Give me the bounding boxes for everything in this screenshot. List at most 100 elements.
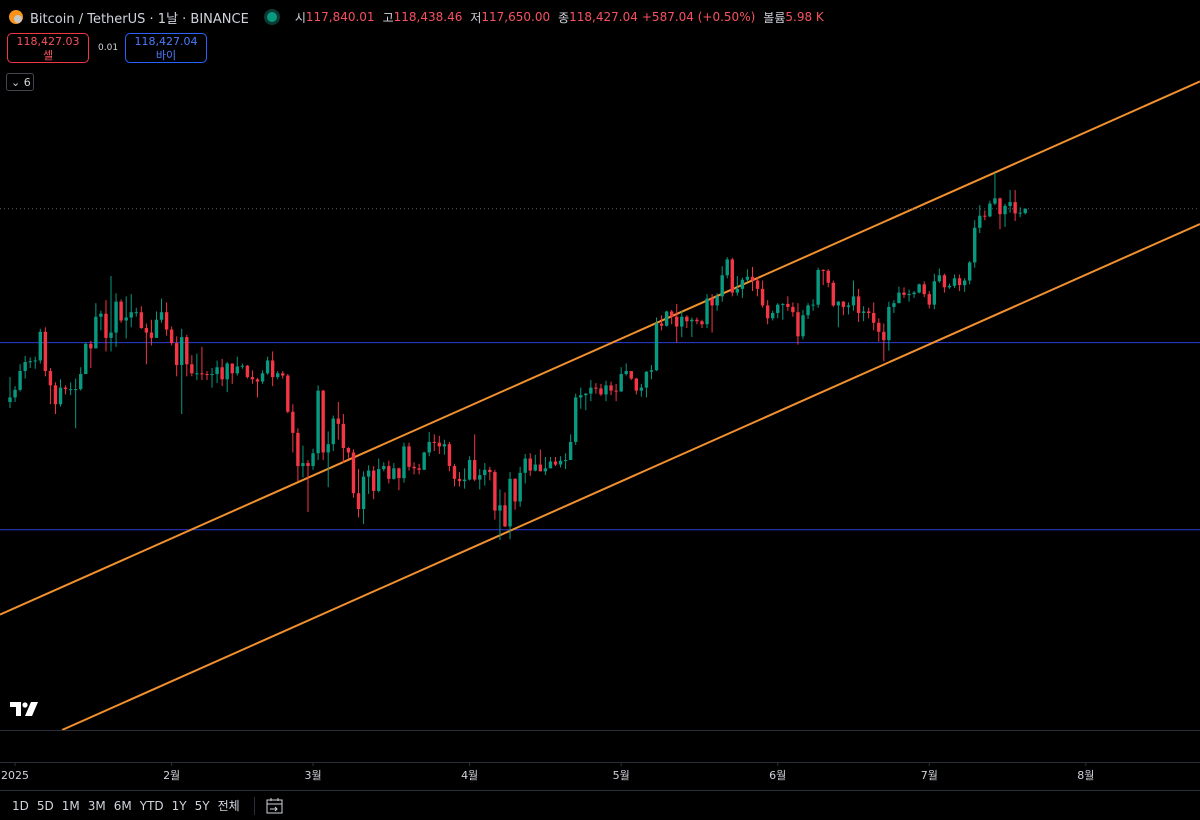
candle-body	[457, 478, 462, 482]
candle-body	[604, 385, 608, 395]
candle-body	[690, 319, 694, 322]
candle-body	[624, 371, 628, 375]
candle-body	[548, 461, 553, 469]
candle-body	[270, 360, 275, 378]
candle-body	[866, 311, 871, 313]
candle-body	[846, 305, 851, 307]
symbol-header: Bitcoin / TetherUS · 1날 · BINANCE 시 117,8…	[8, 7, 828, 27]
timeframe-button[interactable]: 5Y	[194, 798, 210, 813]
x-tick-label: 7월	[921, 769, 938, 782]
indicators-toggle[interactable]: ⌄ 6	[6, 73, 34, 91]
candle-body	[811, 304, 815, 306]
candle-body	[892, 303, 896, 307]
candle-body	[675, 316, 679, 327]
candle-body	[594, 387, 598, 389]
candle-body	[740, 279, 745, 289]
symbol[interactable]: Bitcoin / TetherUS · 1날 · BINANCE	[30, 11, 249, 27]
candle-body	[962, 280, 967, 286]
x-tick-label: 2025	[1, 769, 29, 782]
candle-body	[563, 460, 568, 462]
candle-body	[897, 292, 901, 304]
candle-body	[973, 227, 977, 263]
candle-body	[230, 363, 234, 374]
chart: 2025 2월 3월 4월 5월 6월 7월 8월	[0, 80, 1200, 782]
timeframe-button[interactable]: 1D	[12, 798, 29, 813]
timeframe-button[interactable]: 3M	[87, 798, 106, 813]
timeframe-button[interactable]: 전체	[217, 799, 240, 813]
candle-body	[781, 303, 785, 305]
candle-body	[139, 312, 144, 329]
buy-label: 바이	[155, 49, 177, 62]
candle-body	[316, 390, 320, 454]
candle-body	[104, 313, 108, 338]
candle-body	[427, 441, 431, 453]
candle-body	[816, 269, 820, 305]
candle-body	[710, 298, 714, 306]
candle-body	[366, 470, 371, 477]
candle-body	[513, 478, 517, 502]
candle-body	[402, 446, 406, 479]
candle-body	[887, 306, 891, 341]
candle-body	[472, 460, 477, 480]
volume-label: 볼륨	[763, 10, 786, 25]
candle-body	[94, 316, 98, 349]
candle-body	[664, 311, 669, 326]
candle-body	[326, 444, 330, 453]
candle-body	[579, 395, 583, 398]
candle-body	[927, 294, 931, 305]
candle-body	[134, 312, 138, 314]
timeframe-button[interactable]: 5D	[36, 798, 54, 813]
candle-body	[240, 365, 245, 367]
candle-body	[190, 364, 194, 374]
candle-body	[48, 371, 53, 386]
candle-body	[296, 432, 300, 467]
candle-body	[765, 305, 770, 319]
spread: 0.01	[98, 43, 119, 53]
candle-body	[68, 389, 73, 391]
timeframe-button[interactable]: YTD	[139, 798, 164, 813]
candle-body	[776, 304, 780, 313]
candle-body	[89, 343, 93, 349]
x-tick-label: 5월	[613, 769, 630, 782]
candle-body	[988, 203, 992, 217]
sell-button[interactable]: 118,427.03 셀	[7, 33, 89, 63]
candle-body	[659, 323, 664, 326]
candle-body	[917, 284, 921, 293]
candle-body	[462, 479, 467, 482]
change: +587.04 (+0.50%)	[641, 10, 756, 24]
candle-body	[831, 282, 836, 306]
candle-body	[432, 441, 436, 443]
buy-price: 118,427.04	[134, 35, 198, 48]
candle-body	[392, 468, 396, 479]
x-tick-label: 3월	[304, 769, 321, 782]
goto-date-icon[interactable]	[265, 797, 285, 815]
candle-body	[872, 312, 876, 323]
candle-body	[493, 472, 497, 511]
candle-body	[654, 323, 659, 371]
timeframe-button[interactable]: 6M	[113, 798, 132, 813]
candle-body	[553, 461, 558, 465]
candle-body	[58, 387, 63, 405]
timeframe-button[interactable]: 1Y	[171, 798, 187, 813]
candle-body	[250, 377, 255, 380]
candle-body	[361, 476, 366, 510]
x-tick-label: 8월	[1077, 769, 1094, 782]
time-axis: 2025 2월 3월 4월 5월 6월 7월 8월	[1, 762, 1094, 782]
sell-label: 셀	[42, 49, 54, 62]
timeframe-button[interactable]: 1M	[61, 798, 80, 813]
candle-body	[377, 469, 381, 491]
candle-body	[609, 385, 613, 391]
candle-body	[957, 278, 962, 286]
candle-body	[63, 387, 68, 390]
candle-body	[998, 198, 1002, 215]
candle-body	[669, 311, 674, 317]
buy-button[interactable]: 118,427.04 바이	[125, 33, 207, 63]
candle-body	[144, 328, 149, 333]
candle-body	[826, 270, 830, 283]
x-tick-label: 2월	[163, 769, 180, 782]
candle-body	[8, 397, 12, 402]
candle-body	[760, 288, 765, 306]
x-tick-label: 4월	[461, 769, 478, 782]
candle-body	[43, 331, 48, 372]
candle-body	[124, 317, 128, 321]
